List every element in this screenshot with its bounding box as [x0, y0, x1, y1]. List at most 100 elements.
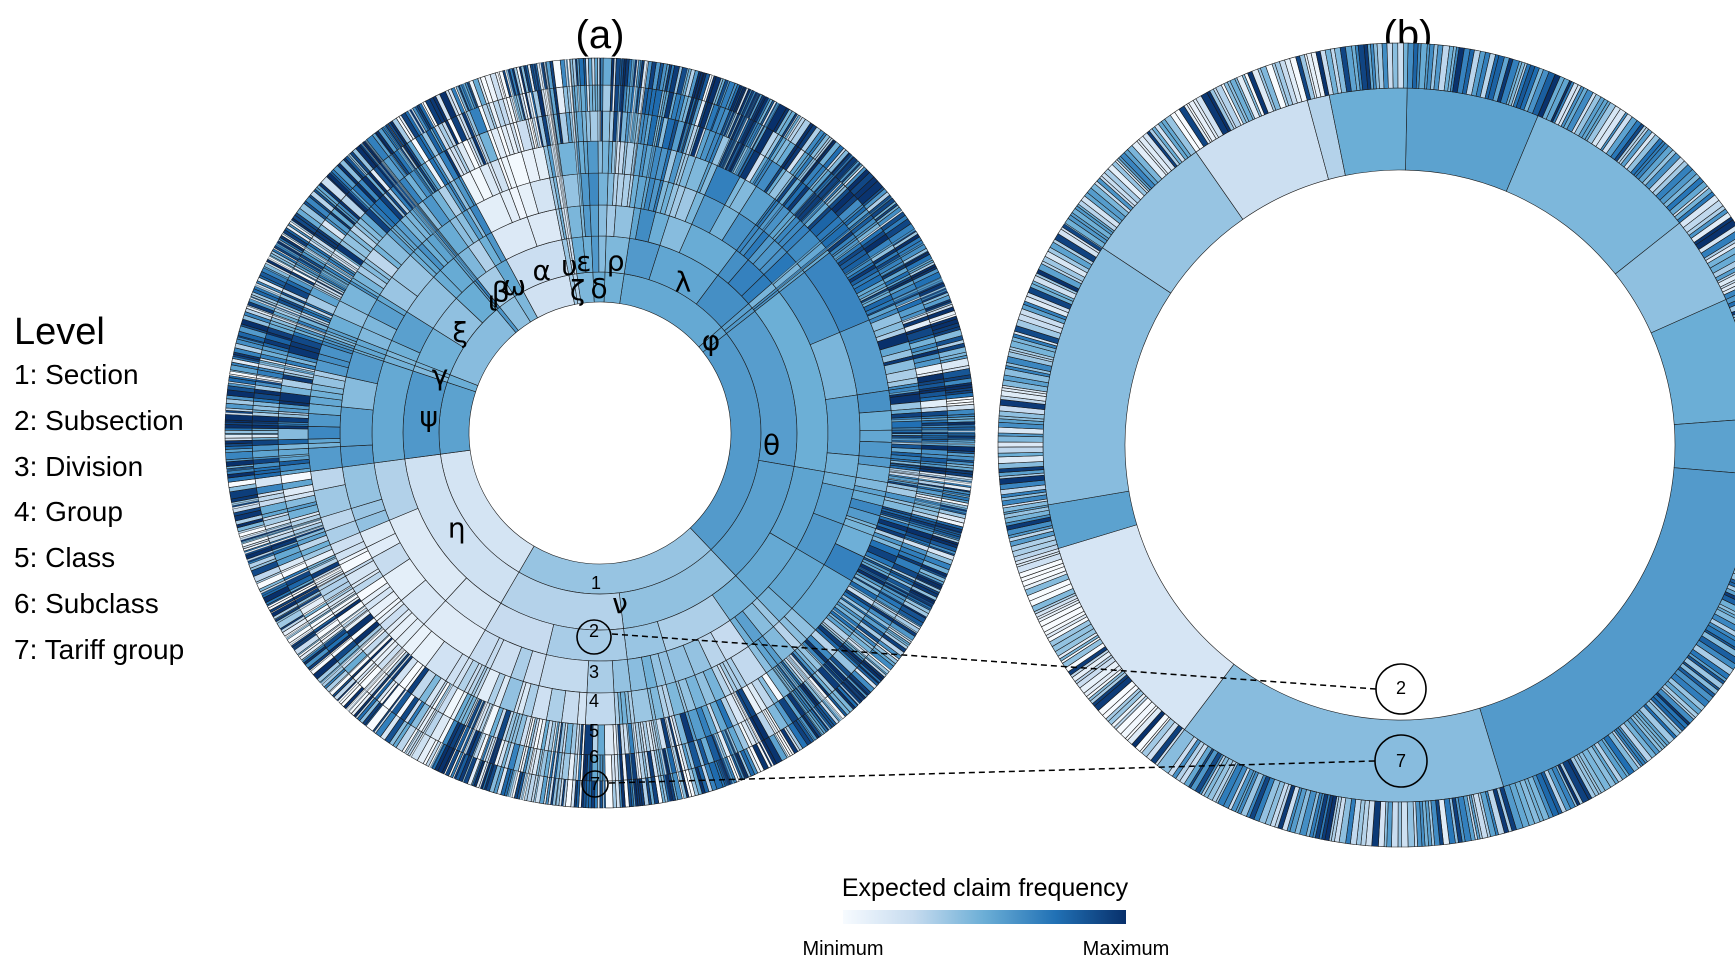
ring-number-1: 1 [591, 573, 601, 593]
section-label: δ [591, 272, 608, 305]
panel-a-l7-segment [251, 434, 279, 439]
legend-item-tariff-group: 7: Tariff group [14, 634, 184, 665]
section-segment [438, 381, 477, 455]
panel-a-l5-segment [859, 429, 893, 443]
legend-item-subclass: 6: Subclass [14, 588, 159, 619]
panel-a-l7-segment [597, 84, 601, 112]
colorbar: Expected claim frequency Minimum Maximum [802, 874, 1169, 960]
panel-a-l6-segment [589, 110, 599, 142]
panel-a-l5-segment [308, 446, 343, 472]
panel-a-l3-segment [546, 624, 628, 662]
ring-number-4: 4 [589, 691, 599, 711]
panel-a-l3-segment [598, 204, 608, 237]
ring-number-6: 6 [589, 747, 599, 767]
colorbar-max-label: Maximum [1083, 938, 1170, 960]
panel-a-l5-segment [597, 140, 603, 174]
section-label: λ [675, 265, 692, 298]
section-label: ξ [452, 316, 468, 349]
panel-a-l6-segment [891, 429, 923, 433]
ring-number-7: 7 [590, 774, 600, 794]
level-callouts [576, 619, 1428, 798]
panel-a-l8-segment [224, 434, 253, 439]
ring-numbers-b: 27 [1396, 678, 1406, 771]
section-label: φ [702, 324, 720, 357]
section-label: θ [763, 428, 780, 461]
callout-circle-a-7 [581, 770, 609, 798]
ring-number-b-2: 2 [1396, 678, 1406, 698]
section-label: γ [432, 358, 449, 391]
panel-a-l8-segment [947, 430, 976, 433]
section-label: η [448, 511, 466, 544]
panel-b-tariff-segment [1402, 42, 1409, 89]
section-label: ρ [607, 245, 625, 278]
panel-b-subsection-segment [1673, 419, 1735, 474]
section-label: ι [488, 284, 497, 317]
panel-a-l5-segment [307, 426, 341, 440]
panel-a-l8-segment [604, 780, 614, 809]
level-legend: Level 1: Section 2: Subsection 3: Divisi… [14, 311, 184, 665]
legend-item-division: 3: Division [14, 451, 143, 482]
section-label: ω [503, 269, 526, 302]
ring-number-5: 5 [589, 721, 599, 741]
panel-a-l7-segment [921, 426, 949, 431]
panel-b-tariff-segment [1397, 801, 1403, 848]
panel-a-l4-segment [825, 394, 861, 456]
ring-number-2: 2 [589, 621, 599, 641]
section-label: ζ [570, 274, 585, 307]
panel-a-l4-segment [340, 444, 375, 468]
ring-number-3: 3 [589, 662, 599, 682]
panel-a-l6-segment [597, 110, 600, 142]
panel-a-l6-segment [604, 724, 615, 756]
panel-a-l8-segment [947, 426, 976, 430]
panel-a-l8-segment [602, 57, 613, 86]
ring-number-b-7: 7 [1396, 751, 1406, 771]
colorbar-gradient [843, 910, 1126, 924]
panel-a-l5-segment [586, 140, 599, 174]
section-label: υ [561, 249, 577, 282]
connector-line-7 [608, 760, 1376, 784]
callout-circle-a-2 [576, 619, 612, 655]
legend-title: Level [14, 311, 105, 353]
panel-b-tariff-segment [1397, 42, 1404, 89]
panel-a-l2-segment [591, 235, 600, 273]
colorbar-min-label: Minimum [802, 938, 883, 960]
panel-a-l8-segment [224, 429, 253, 434]
panel-a-l4-segment [588, 172, 599, 206]
panel-b-tariff-segment [1392, 42, 1399, 89]
panel-b-tariff-segment [1401, 801, 1409, 848]
panel-a-l7-segment [602, 84, 612, 112]
panel-a-l8-segment [594, 57, 599, 86]
panel-a-l8-segment [597, 57, 601, 86]
panel-a-l4-segment [538, 654, 589, 693]
callout-circle-b-7 [1374, 734, 1428, 788]
section-label: ν [612, 587, 628, 620]
panel-b-tariff-segment [1406, 801, 1416, 848]
panel-title-a: (a) [576, 13, 625, 57]
panel-a-l6-segment [277, 438, 309, 445]
section-label: ψ [420, 400, 438, 433]
panel-a-l4-segment [597, 172, 609, 206]
connector-line-2 [611, 633, 1377, 690]
section-label: β [492, 276, 510, 309]
panel-a-l7-segment [251, 439, 279, 446]
panel-a-l6-segment [602, 110, 611, 142]
panel-a-l4-segment [339, 406, 374, 447]
panel-a-l6-segment [277, 428, 309, 440]
legend-item-group: 4: Group [14, 496, 123, 527]
panel-a-l8-segment [648, 61, 657, 90]
section-label: α [532, 254, 550, 287]
sunburst-b [997, 42, 1735, 848]
sunburst-a [224, 57, 976, 809]
panel-a-l7-segment [599, 754, 603, 782]
legend-item-subsection: 2: Subsection [14, 405, 184, 436]
panel-b-tariff-segment [997, 446, 1044, 454]
panel-a-l6-segment [891, 420, 923, 429]
colorbar-title: Expected claim frequency [842, 874, 1129, 902]
ring-numbers-a: 1 2 3 4 5 6 7 [589, 573, 601, 794]
panel-a-l3-segment [589, 204, 600, 237]
legend-item-section: 1: Section [14, 359, 139, 390]
section-label: ε [576, 245, 591, 278]
panel-b-tariff-segment [997, 441, 1044, 448]
